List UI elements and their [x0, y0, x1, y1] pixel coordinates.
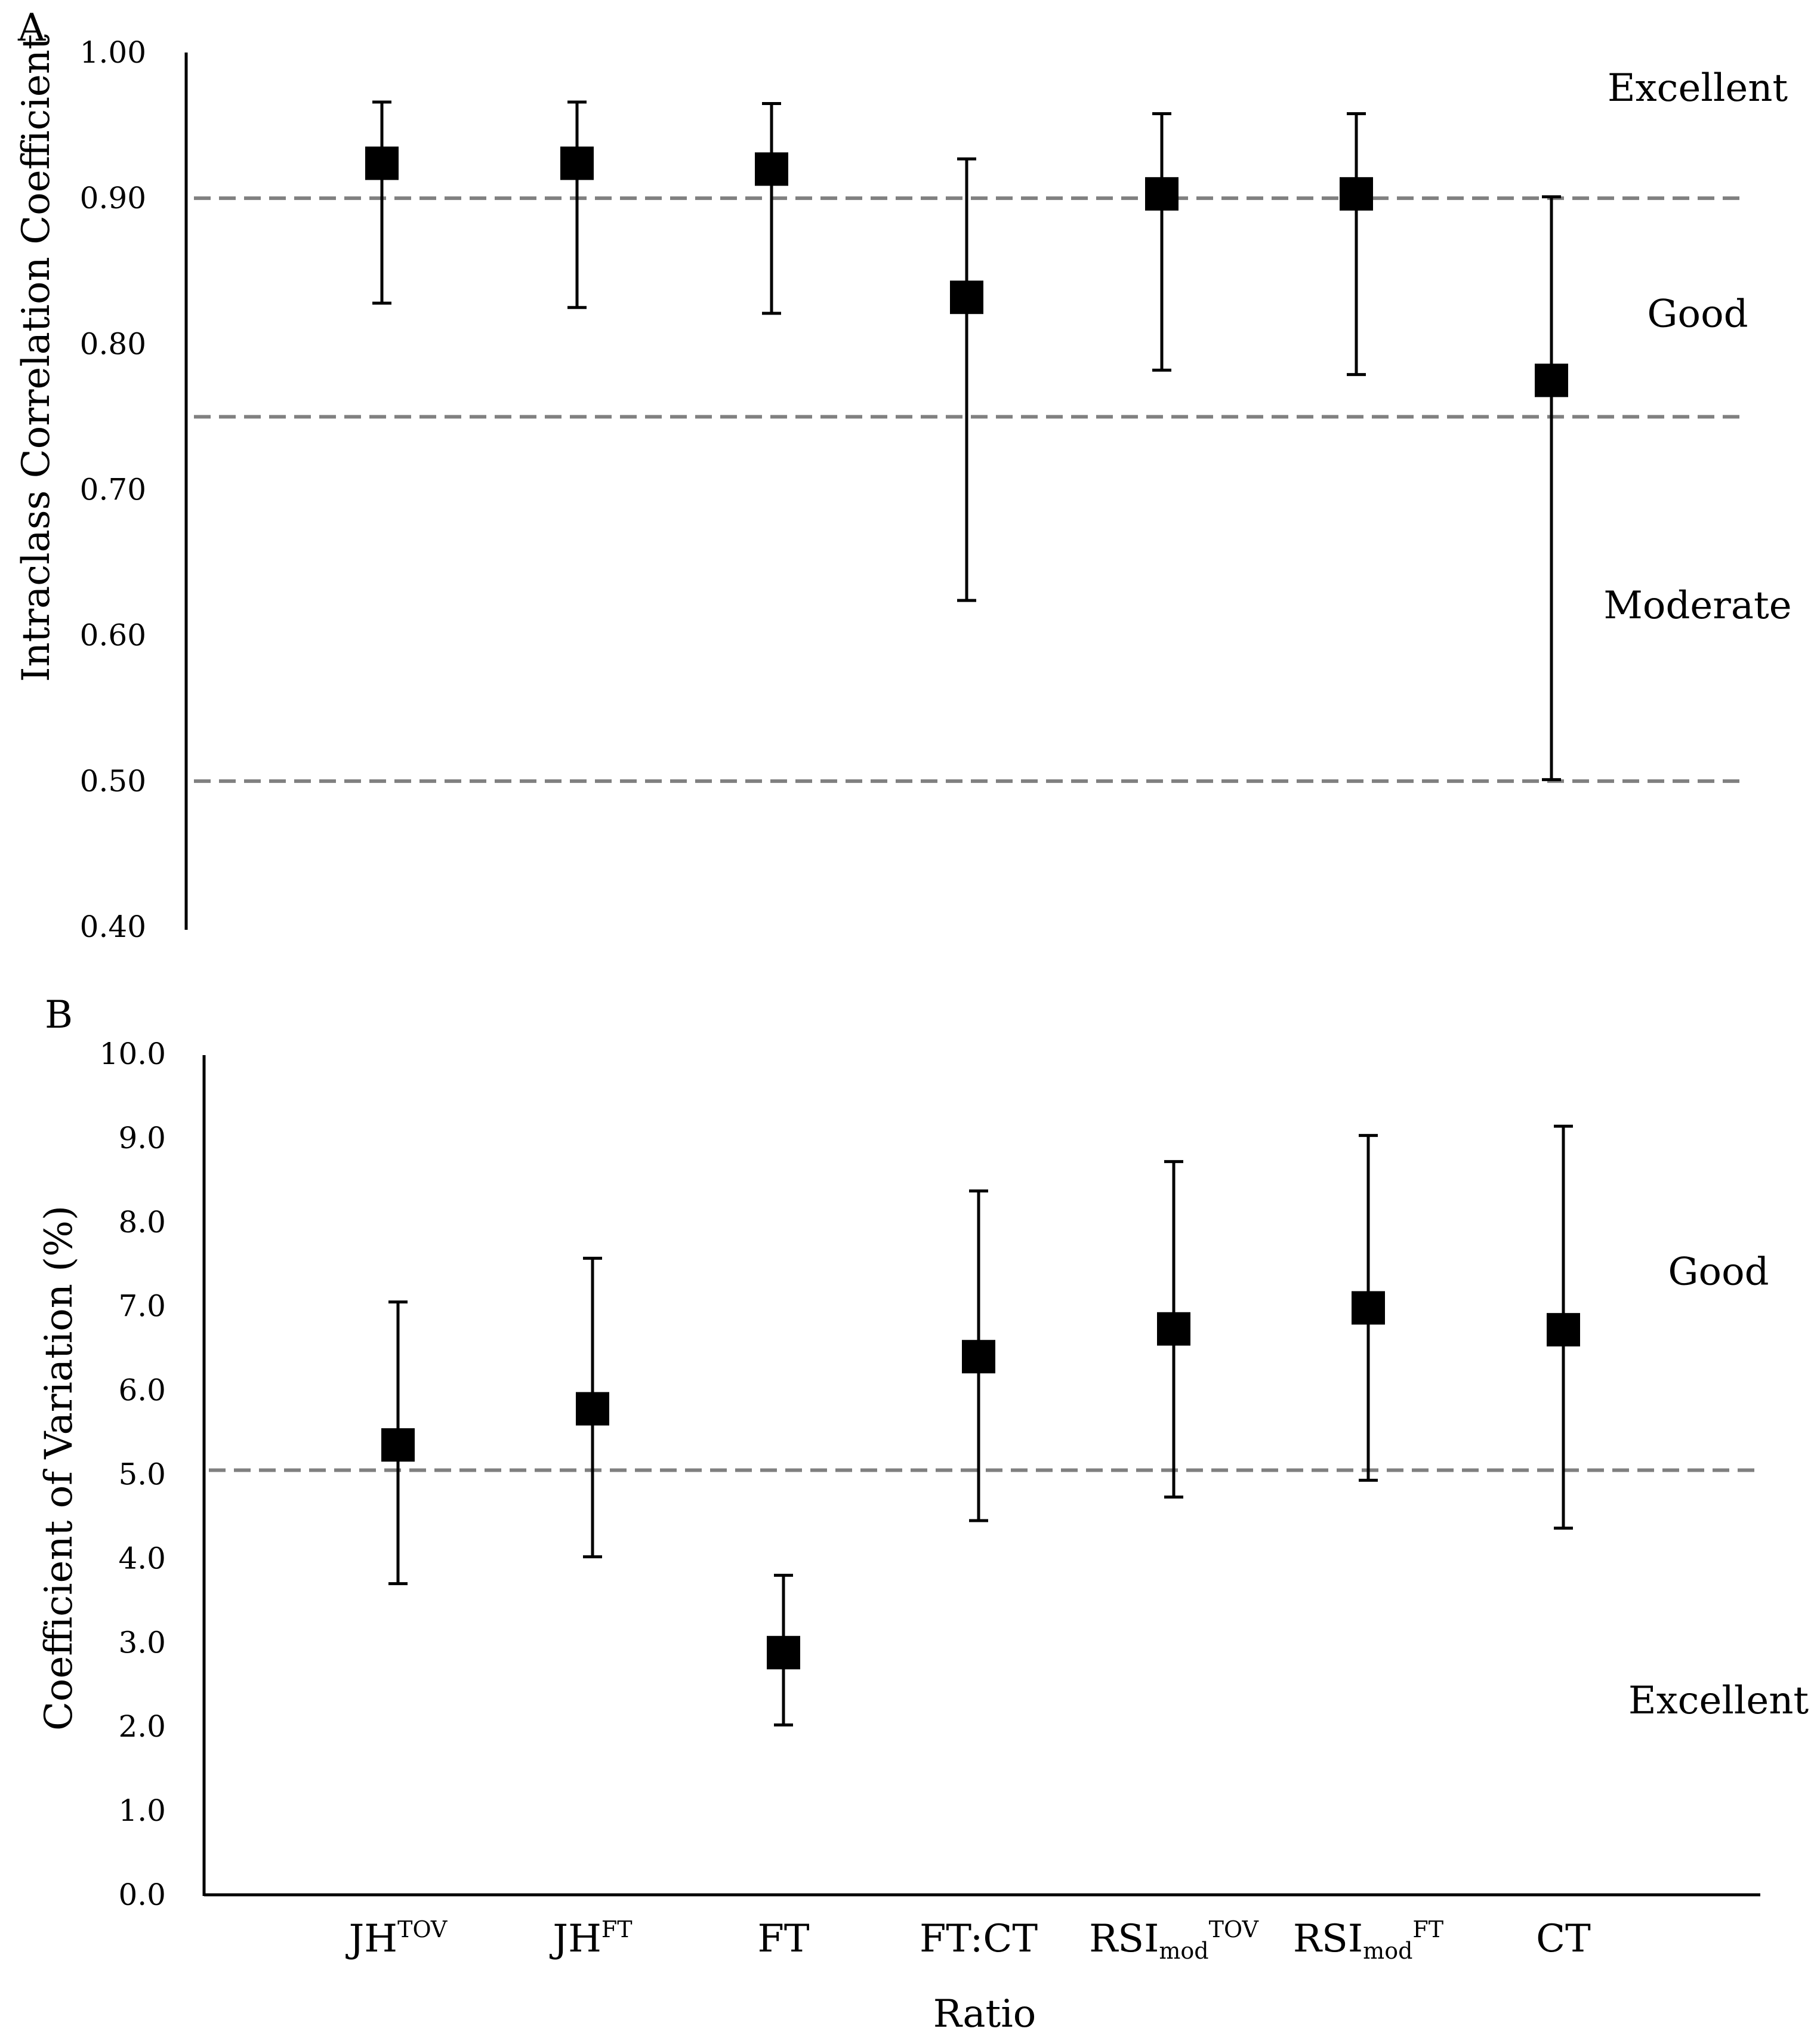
y-tick-label: 5.0 — [118, 1457, 166, 1492]
y-tick-label: 0.50 — [80, 764, 146, 799]
data-point-group — [1145, 112, 1179, 372]
data-point-group — [365, 100, 399, 305]
y-tick-label: 3.0 — [118, 1625, 166, 1660]
data-point-marker — [365, 146, 399, 180]
zone-label-moderate: Moderate — [1603, 584, 1791, 628]
y-tick-label: 4.0 — [118, 1541, 166, 1576]
data-point-marker — [576, 1392, 609, 1426]
y-tick-label: 1.00 — [80, 35, 146, 70]
y-tick-label: 0.80 — [80, 326, 146, 361]
panel-a: A Intraclass Correlation Coefficient 0.4… — [14, 6, 1792, 944]
zone-label-excellent: Excellent — [1608, 66, 1788, 110]
data-point-group — [1535, 195, 1568, 781]
data-point-group — [1157, 1160, 1190, 1499]
y-tick-label: 0.40 — [80, 910, 146, 944]
data-point-group — [1340, 112, 1373, 377]
y-tick-label: 2.0 — [118, 1709, 166, 1744]
data-point-marker — [755, 152, 788, 186]
data-point-group — [381, 1300, 415, 1586]
y-tick-label: 0.60 — [80, 618, 146, 653]
panel-b-x-axis-title: Ratio — [933, 1992, 1036, 2036]
data-point-group — [1547, 1124, 1580, 1530]
data-point-marker — [767, 1636, 800, 1670]
y-tick-label: 9.0 — [118, 1121, 166, 1155]
data-point-marker — [1157, 1312, 1190, 1346]
y-tick-label: 7.0 — [118, 1289, 166, 1324]
y-tick-label: 1.0 — [118, 1793, 166, 1828]
x-category-label: RSImodTOV — [1089, 1916, 1258, 1964]
data-point-group — [560, 100, 594, 309]
x-category-label: FT:CT — [920, 1917, 1038, 1961]
x-category-label: RSImodFT — [1293, 1916, 1443, 1964]
data-point-group — [576, 1256, 609, 1559]
zone-label-good: Good — [1668, 1250, 1769, 1294]
data-point-marker — [1352, 1291, 1385, 1325]
data-point-marker — [1145, 177, 1179, 211]
data-point-marker — [1340, 177, 1373, 211]
y-tick-label: 6.0 — [118, 1373, 166, 1408]
y-tick-label: 0.70 — [80, 473, 146, 507]
panel-b-letter: B — [45, 993, 73, 1037]
data-point-marker — [560, 146, 594, 180]
data-point-group — [1352, 1134, 1385, 1482]
data-point-group — [950, 157, 983, 602]
y-tick-label: 10.0 — [100, 1037, 166, 1071]
y-tick-label: 0.90 — [80, 181, 146, 215]
zone-label-excellent: Excellent — [1628, 1679, 1809, 1723]
y-tick-label: 8.0 — [118, 1205, 166, 1240]
panel-b: B Coefficient of Variation (%) 0.0 1.0 2.0… — [37, 993, 1809, 2036]
data-point-marker — [1535, 363, 1568, 397]
data-point-marker — [950, 280, 983, 315]
x-category-label: FT — [757, 1917, 809, 1961]
panel-a-letter: A — [17, 6, 46, 50]
panel-b-y-axis-title: Coefficient of Variation (%) — [37, 1206, 81, 1731]
x-category-label: CT — [1536, 1917, 1591, 1961]
data-point-marker — [962, 1340, 995, 1374]
data-point-marker — [381, 1428, 415, 1462]
x-category-label: JHTOV — [345, 1916, 448, 1961]
data-point-group — [767, 1574, 800, 1727]
zone-label-good: Good — [1647, 292, 1748, 337]
data-point-marker — [1547, 1313, 1580, 1347]
x-category-label: JHFT — [549, 1916, 632, 1961]
data-point-group — [962, 1189, 995, 1522]
y-tick-label: 0.0 — [118, 1877, 166, 1912]
panel-a-y-axis-title: Intraclass Correlation Coefficient — [14, 34, 58, 682]
data-point-group — [755, 101, 788, 315]
